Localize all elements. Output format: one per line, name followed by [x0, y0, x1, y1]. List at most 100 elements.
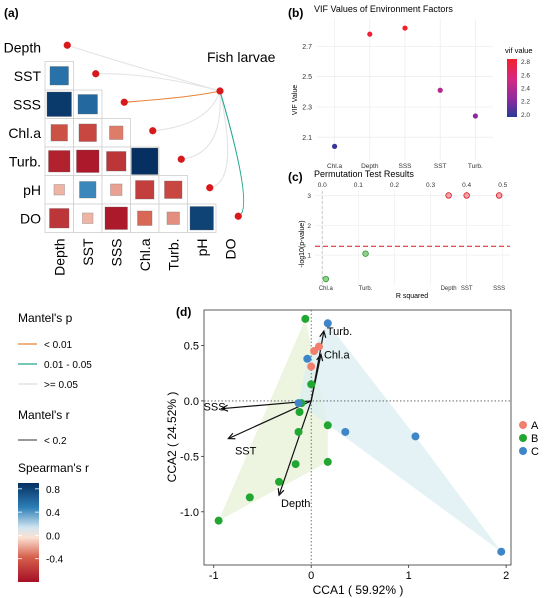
cca-y-ticks: -1.0 -0.5 0.0 0.5 — [180, 340, 204, 519]
legend-mantel-p-label: < 0.01 — [44, 340, 73, 351]
permutation-title: Permutation Test Results — [314, 169, 414, 179]
mantel-link — [219, 90, 245, 217]
vif-y-ticks: 2.1 2.3 2.5 2.7 — [302, 44, 312, 142]
cca-point-group-a — [307, 362, 316, 371]
permutation-point-label: SSS — [493, 286, 505, 292]
spearman-tick-label: 0.4 — [46, 508, 60, 519]
cca-x-tick-label: -1 — [209, 570, 219, 582]
cca-point-group-c — [341, 427, 350, 436]
legend-spearman-title: Spearman's r — [18, 461, 89, 475]
cca-env-vectors: Turb. Chl.a SSS SST Depth — [204, 326, 353, 510]
permutation-chart: Permutation Test Results 0.0 0.1 0.2 0.3 0.4… — [299, 169, 510, 300]
vif-legend-tick-label: 2.6 — [521, 72, 530, 79]
permutation-point-turb — [362, 250, 369, 257]
heatmap-cell — [50, 124, 68, 142]
cca-plot-frame — [203, 309, 512, 566]
heatmap-column-label: SSS — [108, 239, 124, 267]
env-vector-label: Depth — [281, 498, 310, 510]
heatmap-column-label: pH — [194, 239, 210, 257]
vif-legend-tick-label: 2.4 — [521, 86, 530, 93]
diagonal-dot — [149, 127, 157, 135]
mantel-link — [95, 73, 221, 92]
vif-y-tick-label: 2.5 — [302, 74, 312, 81]
cca-point-group-b — [323, 421, 332, 430]
heatmap-row-label: SSS — [13, 96, 41, 112]
heatmap-column-label: Depth — [51, 239, 67, 276]
cca-group-hulls — [218, 318, 502, 552]
vif-y-tick-label: 2.3 — [302, 104, 312, 111]
cca-y-axis-label: CCA2 ( 24.52% ) — [165, 392, 179, 483]
cca-point-group-b — [323, 457, 332, 466]
vif-y-tick-label: 2.1 — [302, 135, 312, 142]
heatmap-row-label: SST — [14, 68, 42, 84]
env-vector-arrowhead — [277, 488, 285, 497]
heatmap-row-label: Chl.a — [8, 125, 41, 141]
permutation-point-label: SST — [461, 286, 473, 292]
env-vector-label: Chl.a — [324, 349, 351, 361]
vif-legend-tick-label: 2.8 — [521, 59, 530, 66]
heatmap-cell — [110, 183, 123, 196]
heatmap-row-label: Depth — [4, 39, 41, 55]
legend-mantel-p-items: < 0.01 0.01 - 0.05 >= 0.05 — [18, 340, 92, 391]
env-vector-arrowhead — [220, 404, 229, 412]
vif-legend-ticks: 2.8 2.6 2.4 2.2 2.0 — [521, 59, 530, 119]
env-vector-label: SSS — [204, 402, 226, 414]
cca-points — [214, 314, 506, 556]
env-vector-chl-a — [310, 354, 322, 402]
permutation-x-tick-label: 0.2 — [390, 182, 399, 189]
cca-legend-label: C — [531, 446, 539, 458]
mantel-heatmap-panel: Depth SST SSS Chl.a Turb. pH DO Depth SST SSS Chl… — [4, 39, 276, 276]
heatmap-cell — [82, 212, 94, 224]
heatmap-cell — [48, 150, 71, 173]
panel-label-d: (d) — [176, 305, 191, 319]
heatmap-cell — [76, 149, 100, 173]
vif-gridlines — [317, 19, 493, 160]
vif-chart: VIF Values of Environment Factors 2.1 2.3… — [292, 4, 533, 170]
mantel-links — [67, 44, 245, 217]
spearman-tick-label: 0.0 — [46, 531, 60, 542]
panel-label-c: (c) — [288, 170, 303, 184]
spearman-tick-label: -0.4 — [46, 555, 64, 566]
mantel-link — [181, 90, 221, 160]
env-vector-sst — [228, 400, 312, 440]
heatmap-row-label: pH — [23, 182, 41, 198]
vif-x-label: SSS — [398, 163, 412, 170]
diagonal-dot — [206, 184, 214, 192]
heatmap-cell — [137, 210, 153, 226]
cca-x-tick-label: 0 — [308, 570, 314, 582]
cca-point-group-a — [315, 342, 324, 351]
env-vector-arrowhead — [316, 352, 324, 362]
cca-y-tick-label: -0.5 — [180, 451, 199, 463]
heatmap-cell — [189, 206, 214, 231]
heatmap-cell — [46, 91, 72, 117]
heatmap-column-label: Chl.a — [137, 238, 153, 271]
permutation-point-labels: Chl.a Turb. Depth SST SSS — [319, 286, 505, 292]
permutation-x-ticks: 0.0 0.1 0.2 0.3 0.4 0.5 — [318, 182, 508, 189]
heatmap-cell — [135, 180, 155, 200]
cca-point-group-b — [294, 427, 303, 436]
cca-y-tick-label: 0.5 — [184, 340, 199, 352]
heatmap-column-label: Turb. — [165, 239, 181, 271]
vif-point-depth — [367, 31, 373, 37]
mantel-link — [152, 90, 221, 132]
env-vector-label: Turb. — [327, 326, 352, 338]
legends: Mantel's p < 0.01 0.01 - 0.05 >= 0.05 Mant… — [18, 311, 92, 582]
env-vector-depth — [278, 400, 312, 496]
heatmap-column-label: DO — [222, 238, 238, 259]
permutation-x-tick-label: 0.3 — [426, 182, 435, 189]
vif-x-label: Chl.a — [327, 163, 343, 170]
cca-point-group-b — [245, 493, 254, 502]
permutation-point-label: Depth — [441, 286, 457, 292]
cca-y-tick-label: -1.0 — [180, 507, 199, 519]
mantel-link — [209, 90, 229, 189]
vif-x-label: Depth — [361, 163, 379, 170]
cca-point-group-c — [497, 547, 506, 556]
cca-legend-label: B — [531, 433, 538, 445]
env-vector-arrowhead — [227, 432, 236, 440]
legend-mantel-p-title: Mantel's p — [18, 311, 73, 325]
heatmap-row-label: Turb. — [9, 153, 41, 169]
cca-legend-label: A — [531, 420, 539, 432]
cca-legend-dot-b — [519, 434, 527, 442]
mantel-link — [67, 44, 221, 92]
